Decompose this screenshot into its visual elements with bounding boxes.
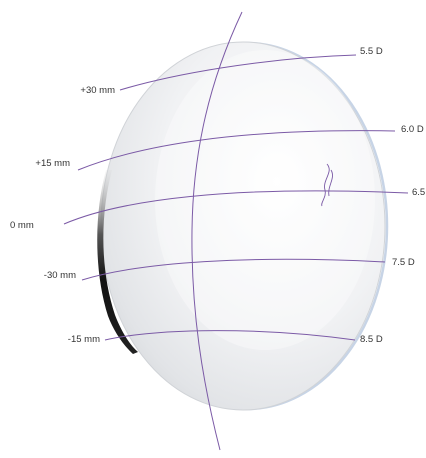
left-label-minus15: -15 mm: [67, 334, 100, 345]
right-label-7-5d: 7.5 D: [392, 257, 415, 268]
power-curves: [63, 54, 409, 341]
left-label-plus15: +15 mm: [35, 158, 70, 169]
lens-highlight: [155, 50, 375, 350]
right-label-6-5: 6.5: [412, 187, 426, 198]
power-curve-2: [77, 130, 396, 171]
left-label-minus30: -30 mm: [43, 270, 76, 281]
right-label-5-5d: 5.5 D: [360, 46, 383, 57]
lens-mark-icon: [321, 163, 333, 207]
power-curve-3: [63, 190, 409, 225]
left-label-plus30: +30 mm: [80, 85, 115, 96]
power-curve-4: [81, 258, 386, 281]
power-curve-5: [104, 330, 356, 341]
lens-edge: [97, 170, 138, 354]
right-label-8-5d: 8.5 D: [360, 334, 383, 345]
vertical-meridian-curve: [191, 11, 243, 451]
left-label-zero: 0 mm: [10, 220, 34, 231]
right-label-6-0d: 6.0 D: [401, 124, 424, 135]
lens: [97, 41, 389, 411]
power-curve-1: [119, 54, 357, 91]
